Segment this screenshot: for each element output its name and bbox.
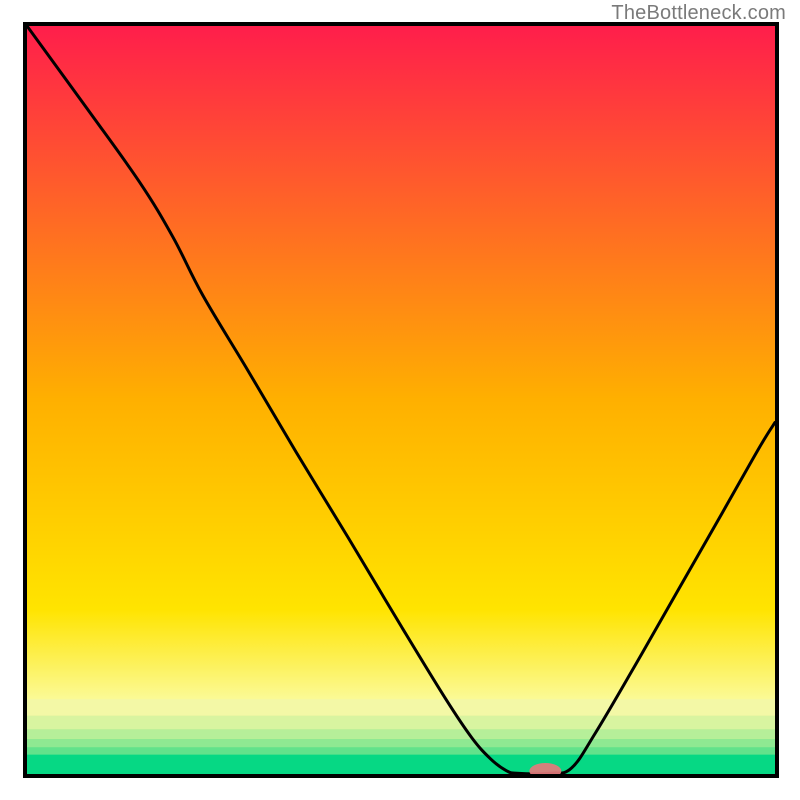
chart-container: TheBottleneck.com [0, 0, 800, 800]
bottom-color-bands [27, 699, 775, 774]
gradient-background [27, 26, 775, 774]
bottleneck-chart [0, 0, 800, 800]
